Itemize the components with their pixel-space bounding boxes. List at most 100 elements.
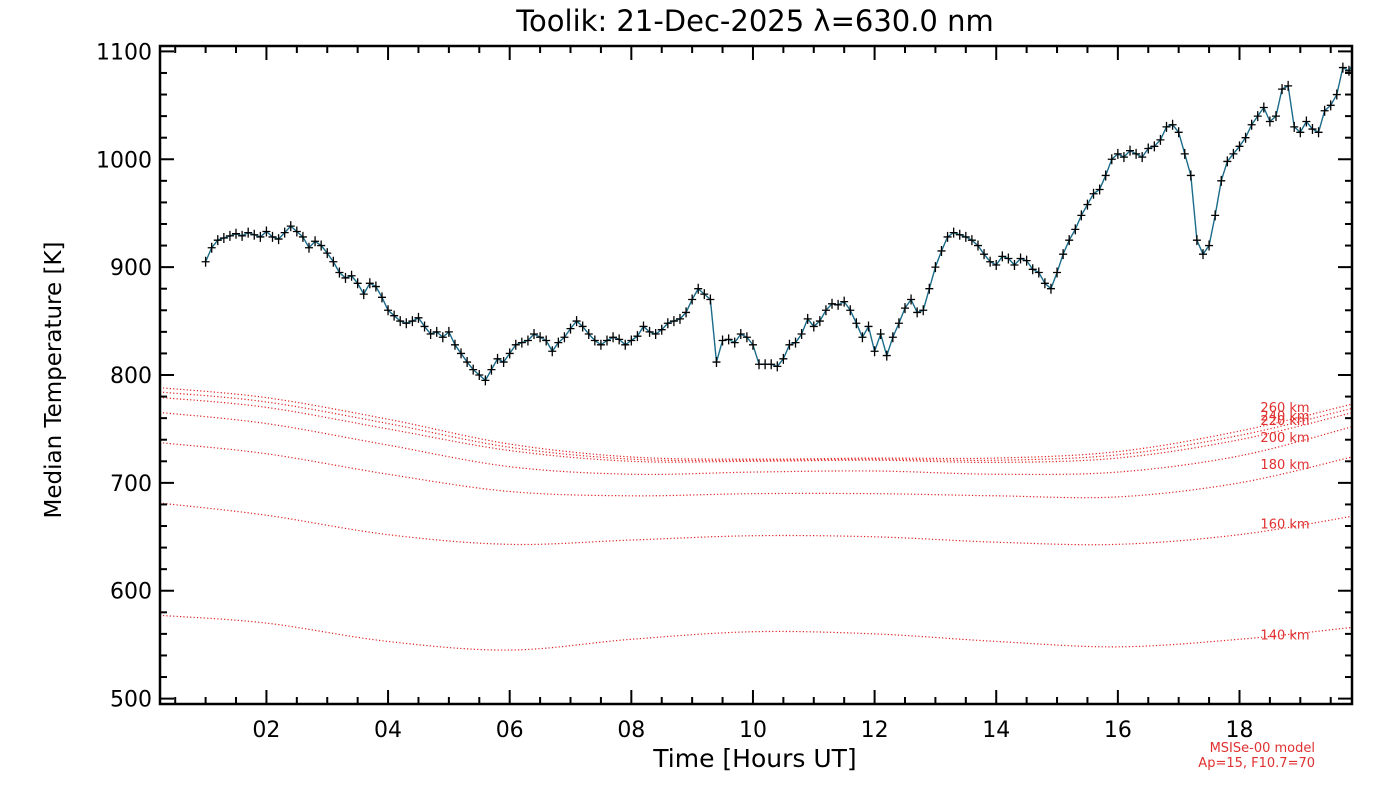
data-point [390, 310, 399, 321]
data-point [1119, 152, 1128, 163]
data-point [1113, 148, 1122, 159]
data-point [1314, 127, 1323, 138]
data-point [341, 272, 350, 283]
data-point [1101, 170, 1110, 181]
data-point [949, 227, 958, 238]
data-point [828, 298, 837, 309]
x-tick-label: 16 [1104, 718, 1132, 743]
data-point [919, 305, 928, 316]
data-point [578, 321, 587, 332]
data-point [1077, 210, 1086, 221]
data-point [481, 375, 490, 386]
data-point [371, 281, 380, 292]
data-point [311, 236, 320, 247]
data-point [511, 339, 520, 350]
data-point [894, 318, 903, 329]
data-point [359, 289, 368, 300]
data-point [1241, 132, 1250, 143]
data-point [925, 283, 934, 294]
data-point [931, 262, 940, 273]
data-point [1010, 259, 1019, 270]
data-point [584, 329, 593, 340]
data-point [256, 231, 265, 242]
data-point [901, 303, 909, 314]
data-point [1059, 249, 1068, 260]
data-point [633, 331, 642, 342]
model-curve-220-km [162, 397, 1352, 464]
data-point [651, 329, 660, 340]
data-point [986, 256, 995, 267]
data-point [1083, 199, 1092, 210]
data-point [1040, 278, 1049, 289]
data-point [1053, 267, 1062, 278]
data-point [998, 251, 1007, 262]
data-point [1168, 119, 1177, 130]
data-point [718, 335, 727, 346]
model-label-200-km: 200 km [1260, 431, 1309, 446]
data-point [1296, 127, 1305, 138]
data-point [517, 337, 526, 348]
data-point [1022, 255, 1031, 266]
data-point [420, 321, 429, 332]
data-point [1174, 127, 1183, 138]
data-point [657, 324, 666, 335]
data-point [1126, 145, 1135, 156]
data-point [1095, 184, 1104, 195]
data-point [219, 233, 228, 244]
data-point [609, 332, 618, 343]
data-point [913, 307, 922, 318]
data-point [505, 348, 514, 359]
data-point [560, 332, 569, 343]
model-note: MSISe-00 model Ap=15, F10.7=70 [1198, 741, 1315, 771]
data-point [207, 242, 216, 253]
data-point [1065, 235, 1074, 246]
data-point [1278, 84, 1287, 95]
data-point [596, 339, 605, 350]
x-tick-label: 08 [617, 718, 645, 743]
model-curve-260-km [162, 387, 1352, 460]
data-point [663, 318, 672, 329]
data-point [305, 242, 313, 253]
data-point [1284, 80, 1293, 91]
model-note-line-2: Ap=15, F10.7=70 [1198, 756, 1315, 771]
data-point [572, 316, 581, 327]
x-tick-label: 18 [1225, 718, 1253, 743]
y-tick-label: 900 [110, 256, 152, 281]
chart-title: Toolik: 21-Dec-2025 λ=630.0 nm [516, 4, 994, 38]
data-point [292, 226, 301, 237]
data-point [1192, 235, 1201, 246]
data-point [396, 316, 405, 327]
data-point [615, 334, 624, 345]
data-point [1132, 148, 1141, 159]
data-point [450, 339, 459, 350]
data-point [1028, 264, 1037, 275]
data-point [262, 226, 271, 237]
y-tick-label: 1100 [96, 40, 152, 65]
data-point [815, 316, 824, 327]
data-point [414, 312, 423, 323]
data-point [213, 235, 222, 246]
y-tick-label: 800 [110, 364, 152, 389]
data-point [1247, 119, 1256, 130]
data-point [1186, 170, 1195, 181]
data-point [876, 329, 885, 340]
data-point [438, 332, 447, 343]
data-point [742, 332, 751, 343]
data-point [882, 350, 891, 361]
data-point [700, 289, 709, 300]
data-point [463, 357, 472, 368]
data-point [682, 307, 691, 318]
data-point [736, 329, 745, 340]
data-point [542, 335, 551, 346]
data-point [536, 332, 545, 343]
data-point [548, 346, 557, 357]
data-point [1162, 121, 1171, 132]
model-curve-240-km [162, 391, 1352, 462]
data-point [1107, 154, 1116, 165]
data-point [244, 227, 253, 238]
data-point [1290, 121, 1299, 132]
data-point [773, 361, 782, 372]
data-point [1217, 175, 1226, 186]
data-point [955, 229, 964, 240]
data-point [1235, 141, 1244, 152]
